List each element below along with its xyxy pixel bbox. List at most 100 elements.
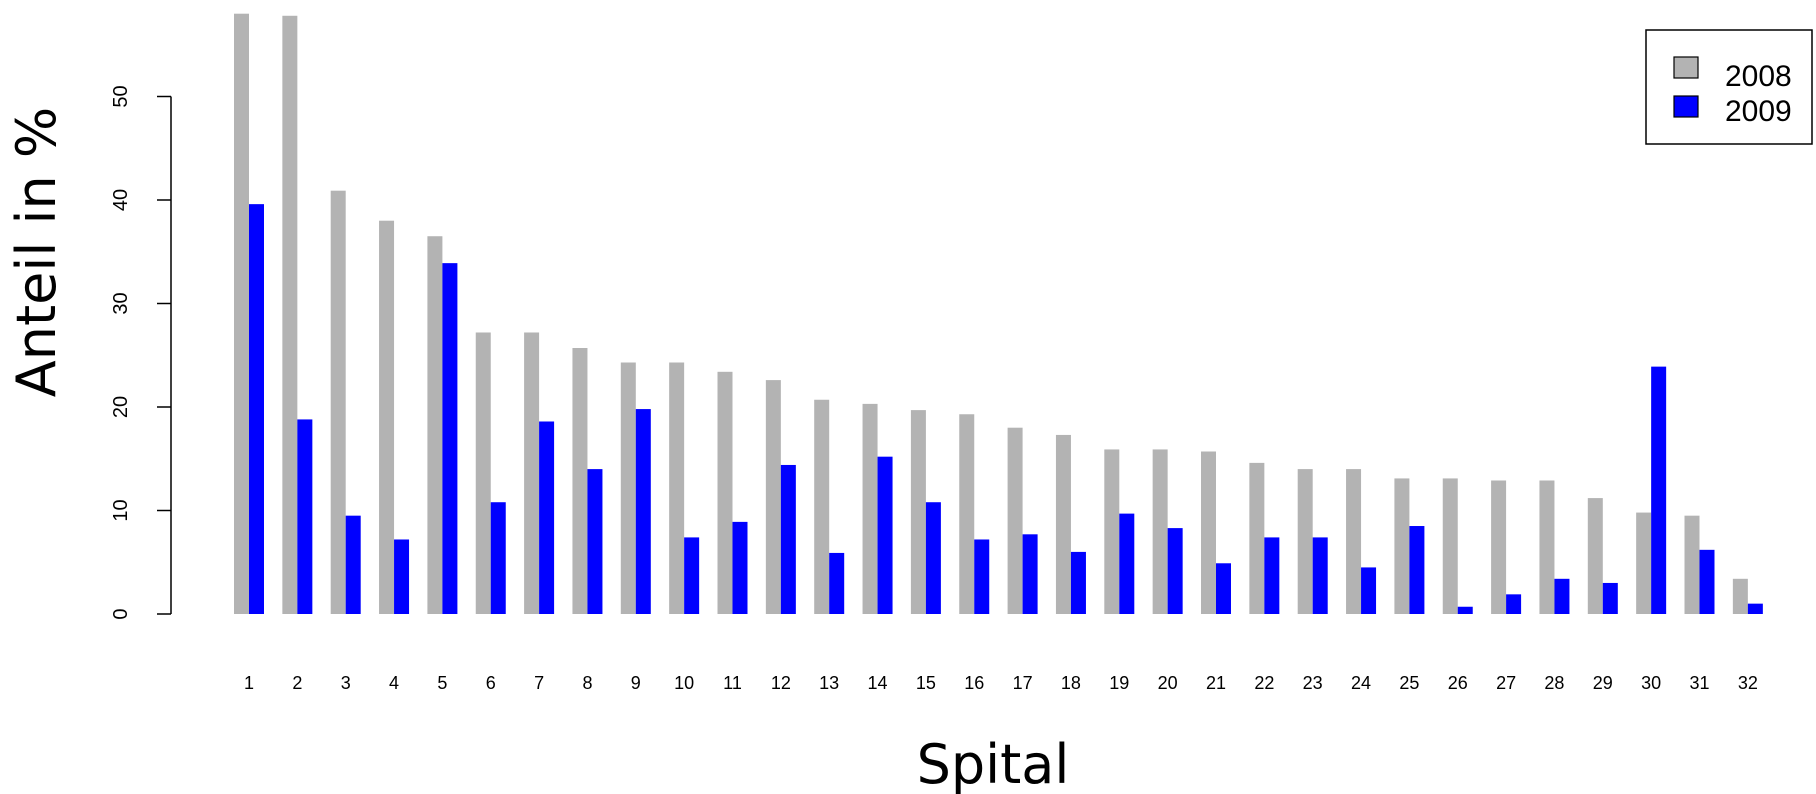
bar-2009-spital-28 — [1554, 578, 1570, 614]
x-tick-label: 3 — [341, 673, 351, 693]
bar-2008-spital-4 — [379, 220, 395, 614]
x-tick-label: 23 — [1303, 673, 1323, 693]
y-tick-label: 10 — [110, 499, 132, 521]
x-tick-label: 9 — [631, 673, 641, 693]
bar-2009-spital-5 — [442, 263, 458, 614]
bar-2009-spital-3 — [345, 515, 361, 614]
x-tick-label: 13 — [819, 673, 839, 693]
bar-2009-spital-7 — [539, 421, 555, 614]
bar-2008-spital-30 — [1636, 512, 1652, 614]
bar-2009-spital-26 — [1457, 606, 1473, 614]
legend-swatch-2009 — [1673, 95, 1699, 118]
bar-2009-spital-19 — [1119, 513, 1135, 614]
bar-2009-spital-18 — [1070, 551, 1086, 614]
x-tick-label: 2 — [292, 673, 302, 693]
bar-2008-spital-23 — [1297, 469, 1313, 614]
legend-label-2008: 2008 — [1725, 60, 1792, 93]
x-tick-label: 20 — [1158, 673, 1178, 693]
bar-2008-spital-3 — [330, 190, 346, 614]
bar-2009-spital-25 — [1409, 526, 1425, 614]
bar-2008-spital-24 — [1346, 469, 1362, 614]
bar-2008-spital-26 — [1442, 478, 1458, 614]
x-tick-label: 6 — [486, 673, 496, 693]
bar-2009-spital-29 — [1602, 582, 1618, 614]
y-tick-label: 0 — [110, 608, 132, 619]
bar-2009-spital-12 — [780, 464, 796, 614]
bar-2008-spital-18 — [1055, 434, 1071, 614]
bar-2008-spital-12 — [765, 380, 781, 614]
x-tick-label: 26 — [1448, 673, 1468, 693]
bar-2008-spital-9 — [620, 362, 636, 614]
y-tick-label: 40 — [110, 189, 132, 211]
bar-2009-spital-1 — [249, 204, 264, 614]
x-tick-label: 17 — [1013, 673, 1033, 693]
bar-2009-spital-30 — [1651, 366, 1667, 614]
bar-2009-spital-32 — [1747, 603, 1763, 614]
bar-2008-spital-13 — [814, 399, 830, 614]
bars-layer — [234, 13, 1763, 615]
x-tick-label: 18 — [1061, 673, 1081, 693]
x-tick-label: 29 — [1593, 673, 1613, 693]
x-tick-label: 1 — [244, 673, 254, 693]
bar-2009-spital-21 — [1216, 563, 1231, 614]
bar-2008-spital-14 — [862, 403, 878, 614]
bar-2008-spital-31 — [1684, 515, 1700, 614]
bar-2008-spital-10 — [669, 362, 685, 614]
y-axis-title: Anteil in % — [5, 107, 68, 397]
x-tick-label: 4 — [389, 673, 399, 693]
bar-2008-spital-22 — [1249, 462, 1265, 614]
bar-2008-spital-2 — [282, 15, 298, 614]
bar-2009-spital-10 — [684, 537, 700, 614]
bar-2008-spital-27 — [1491, 480, 1507, 614]
bar-2008-spital-20 — [1152, 449, 1168, 614]
y-axis: 0 10 20 30 40 50 — [110, 85, 172, 620]
x-tick-label: 22 — [1254, 673, 1274, 693]
y-tick-label: 20 — [110, 396, 132, 418]
x-tick-label: 28 — [1544, 673, 1564, 693]
bar-2008-spital-1 — [234, 13, 249, 614]
bar-2008-spital-21 — [1201, 451, 1216, 614]
x-tick-label: 11 — [723, 673, 742, 693]
bar-2009-spital-11 — [732, 521, 748, 614]
x-tick-label: 10 — [674, 673, 694, 693]
bar-2009-spital-8 — [587, 469, 603, 614]
x-tick-label: 5 — [437, 673, 447, 693]
x-tick-label: 21 — [1206, 673, 1226, 693]
x-tick-label: 7 — [534, 673, 544, 693]
bar-2008-spital-15 — [910, 410, 926, 614]
x-tick-label: 15 — [916, 673, 936, 693]
bar-2009-spital-4 — [394, 539, 410, 614]
bar-2009-spital-15 — [925, 502, 941, 614]
x-tick-label: 27 — [1496, 673, 1516, 693]
legend: 2008 2009 — [1645, 29, 1813, 145]
x-tick-label: 14 — [868, 673, 888, 693]
x-tick-label: 8 — [582, 673, 592, 693]
bar-2009-spital-31 — [1699, 549, 1715, 614]
x-tick-labels: 1 2 3 4 5 6 7 8 9 10 11 12 13 14 15 16 17 18 19 20 21 22 23 24 2… — [244, 673, 1758, 693]
x-axis-title: Spital — [917, 733, 1070, 794]
x-tick-label: 32 — [1738, 673, 1758, 693]
bar-2008-spital-7 — [524, 332, 540, 614]
bar-2008-spital-16 — [959, 414, 975, 614]
legend-label-2009: 2009 — [1725, 95, 1792, 128]
bar-2009-spital-23 — [1312, 537, 1328, 614]
bar-2009-spital-20 — [1167, 528, 1183, 614]
x-tick-label: 16 — [964, 673, 984, 693]
bar-2008-spital-19 — [1104, 449, 1120, 614]
bar-2008-spital-11 — [717, 371, 733, 614]
bar-2008-spital-28 — [1539, 480, 1555, 614]
y-ticks: 0 10 20 30 40 50 — [110, 85, 171, 620]
bar-2009-spital-13 — [829, 552, 845, 614]
bar-2008-spital-5 — [427, 236, 443, 615]
x-tick-label: 30 — [1641, 673, 1661, 693]
bar-2008-spital-32 — [1732, 578, 1748, 614]
bar-2009-spital-24 — [1361, 567, 1377, 614]
x-tick-label: 25 — [1399, 673, 1419, 693]
bar-2009-spital-17 — [1022, 534, 1038, 614]
bar-2008-spital-8 — [572, 348, 588, 614]
x-tick-label: 24 — [1351, 673, 1371, 693]
bar-2009-spital-16 — [974, 539, 990, 614]
legend-swatch-2008 — [1673, 56, 1699, 79]
y-tick-label: 30 — [110, 292, 132, 314]
